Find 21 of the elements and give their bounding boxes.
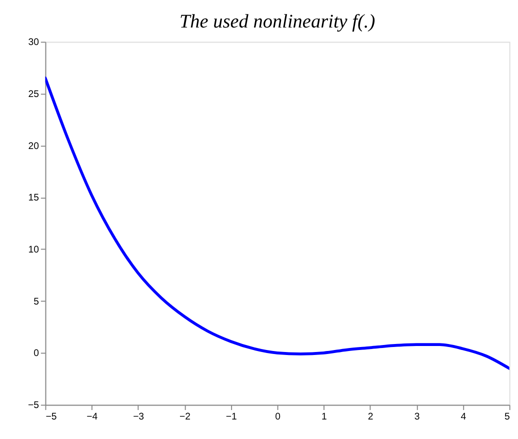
x-tick-label: 4 [460, 412, 467, 423]
y-tick-label: 30 [28, 37, 39, 48]
y-tick-label: −5 [28, 400, 39, 412]
y-tick-label: 15 [28, 192, 39, 204]
y-tick-label: 0 [34, 348, 39, 360]
x-tick-label: 2 [368, 412, 374, 423]
y-tick-label: 25 [28, 88, 39, 100]
x-tick-label: 1 [322, 412, 327, 423]
x-tick-label: −1 [226, 412, 237, 423]
chart-title: The used nonlinearity f(.) [179, 11, 376, 32]
x-tick-label: 3 [414, 412, 420, 423]
line-series [45, 76, 510, 370]
x-tick-label: 0 [275, 412, 280, 423]
x-tick-label: −5 [46, 412, 57, 423]
x-tick-label: −4 [86, 412, 98, 423]
x-tick-label: −3 [133, 412, 144, 423]
x-tick-label: 5 [504, 412, 510, 423]
y-tick-label: 5 [34, 296, 39, 308]
y-tick-label: 20 [28, 140, 39, 152]
x-tick-label: −2 [179, 412, 190, 423]
y-tick-label: 10 [28, 244, 39, 256]
